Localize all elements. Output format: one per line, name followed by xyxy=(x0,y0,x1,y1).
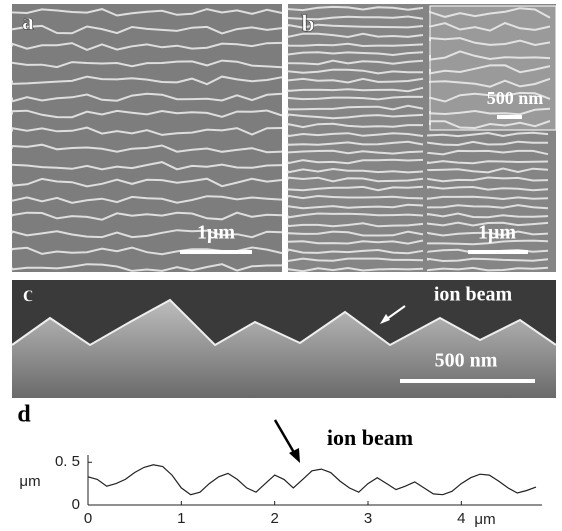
y-tick-label: 0. 5 xyxy=(55,453,80,470)
panel-label: b xyxy=(301,12,314,38)
profile-line xyxy=(88,465,536,495)
panel-label: d xyxy=(17,402,31,428)
x-tick-label: 2 xyxy=(270,510,278,527)
x-axis-label: μm xyxy=(474,511,495,528)
scale-bar xyxy=(400,379,535,383)
y-tick-label: 0 xyxy=(72,496,80,513)
page: {"panels": { "a": {"label": "a", "scale_… xyxy=(0,0,562,531)
x-tick-label: 3 xyxy=(364,510,372,527)
x-tick-label: 1 xyxy=(177,510,185,527)
panel-label: c xyxy=(23,282,34,308)
panel-b-inset xyxy=(430,6,556,130)
scale-bar xyxy=(180,250,252,254)
scale-bar-label: 500 nm xyxy=(435,350,498,372)
x-tick-label: 0 xyxy=(84,510,92,527)
arrow xyxy=(275,420,296,456)
x-tick-label: 4 xyxy=(457,510,465,527)
panel-label: a xyxy=(22,10,34,36)
scale-bar-label: 1μm xyxy=(478,222,516,244)
scale-bar-label: 500 nm xyxy=(487,88,544,108)
scale-bar-label: 1μm xyxy=(197,222,235,244)
panel-d: d ion beam μm μm 0 1 2 3 4 0 0. 5 xyxy=(17,402,542,528)
annotation: ion beam xyxy=(434,284,513,306)
annotation: ion beam xyxy=(327,425,413,450)
y-axis-label: μm xyxy=(19,473,40,490)
arrow-head xyxy=(289,448,300,463)
figure: a b c 1μm 1μm 500 nm 500 nm ion beam d i… xyxy=(0,0,562,531)
panel-a xyxy=(12,4,282,272)
scale-bar xyxy=(497,115,522,119)
scale-bar xyxy=(468,250,528,254)
